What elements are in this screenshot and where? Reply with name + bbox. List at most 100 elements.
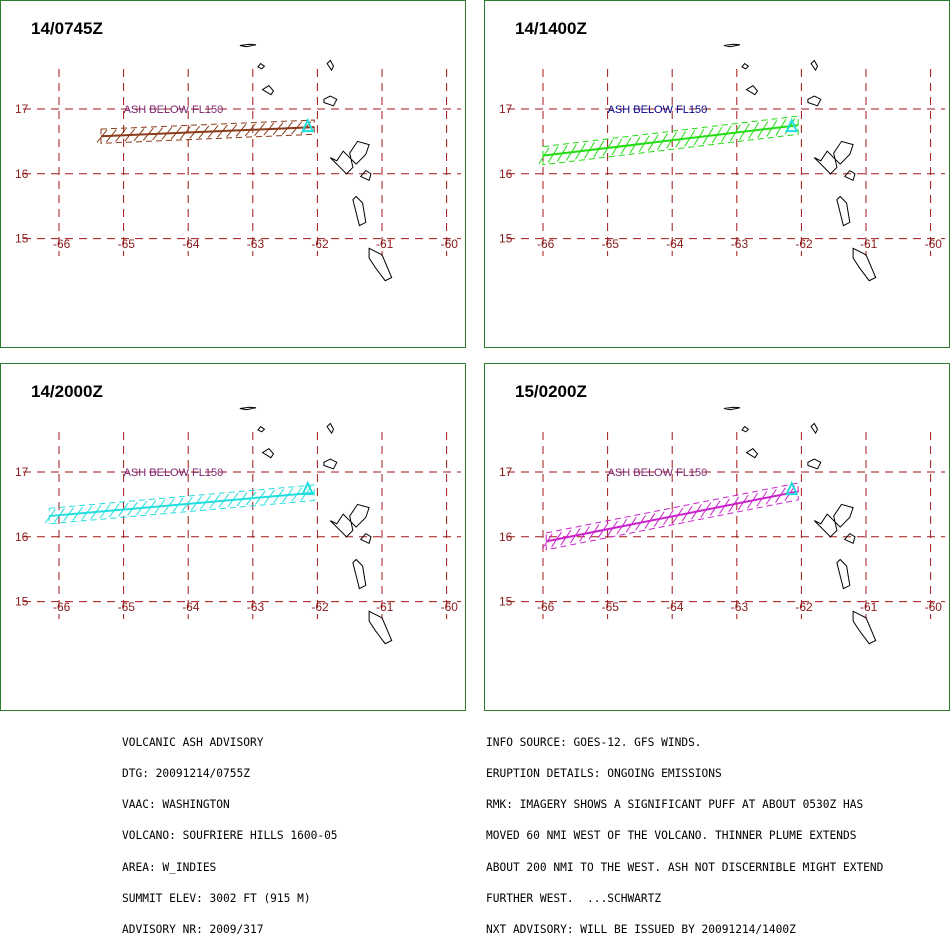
advisory-line: VOLCANIC ASH ADVISORY — [122, 735, 264, 749]
longitude-label: -62 — [795, 600, 813, 614]
ash-altitude-label: ASH BELOW FL150 — [608, 104, 708, 116]
longitude-label: -64 — [182, 600, 200, 614]
advisory-left-text: VOLCANIC ASH ADVISORY DTG: 20091214/0755… — [122, 717, 338, 946]
latitude-label: 17 — [15, 102, 29, 116]
island-dominica — [352, 195, 367, 227]
island-marie-galante — [843, 169, 856, 181]
island-guadeloupe — [813, 140, 854, 175]
island-anguilla — [723, 43, 741, 48]
longitude-label: -66 — [537, 237, 555, 251]
longitude-label: -63 — [731, 600, 749, 614]
advisory-line: ERUPTION DETAILS: ONGOING EMISSIONS — [486, 767, 722, 781]
volcano-marker — [301, 480, 315, 496]
longitude-label: -61 — [860, 600, 878, 614]
map-panel-4: -66 -65 -64 -63 -62 -61 -60 17 16 15 ASH BELOW FL1… — [484, 363, 950, 711]
panel-time-label: 14/2000Z — [31, 382, 103, 401]
ash-altitude-label: ASH BELOW FL150 — [124, 104, 224, 116]
longitude-label: -60 — [441, 600, 459, 614]
advisory-line: RMK: IMAGERY SHOWS A SIGNIFICANT PUFF AT… — [486, 798, 864, 812]
island-st-barth — [257, 425, 266, 433]
island-martinique — [852, 610, 877, 645]
advisory-line: FURTHER WEST. ...SCHWARTZ — [486, 891, 662, 905]
latitude-label: 16 — [499, 167, 513, 181]
advisory-line: ADVISORY NR: 2009/317 — [122, 923, 264, 937]
latitude-label: 15 — [15, 232, 29, 246]
island-dominica — [352, 558, 367, 590]
island-barbuda — [810, 59, 819, 72]
map-panel-2: -66 -65 -64 -63 -62 -61 -60 17 16 15 ASH BELOW FL1… — [484, 0, 950, 348]
longitude-label: -65 — [118, 600, 136, 614]
map-canvas-4: -66 -65 -64 -63 -62 -61 -60 17 16 15 ASH BELOW FL1… — [499, 406, 945, 645]
latitude-label: 17 — [499, 102, 513, 116]
longitude-label: -66 — [53, 237, 71, 251]
longitude-label: -63 — [247, 237, 265, 251]
ash-plume-outline — [542, 115, 799, 166]
island-st-kitts — [745, 85, 759, 96]
island-barbuda — [326, 422, 335, 435]
advisory-line: VAAC: WASHINGTON — [122, 798, 230, 812]
longitude-label: -66 — [53, 600, 71, 614]
island-anguilla — [239, 43, 257, 48]
longitude-label: -62 — [795, 237, 813, 251]
advisory-line: ABOUT 200 NMI TO THE WEST. ASH NOT DISCE… — [486, 860, 884, 874]
latitude-label: 15 — [15, 595, 29, 609]
map-canvas-3: -66 -65 -64 -63 -62 -61 -60 17 16 15 ASH BELOW FL1… — [15, 406, 461, 645]
latitude-label: 17 — [499, 465, 513, 479]
island-st-kitts — [745, 448, 759, 459]
ash-altitude-label: ASH BELOW FL150 — [124, 467, 224, 479]
longitude-label: -60 — [925, 600, 943, 614]
island-antigua — [323, 95, 338, 107]
longitude-label: -64 — [182, 237, 200, 251]
longitude-label: -66 — [537, 600, 555, 614]
ash-plume-outline — [48, 484, 315, 525]
island-martinique — [852, 247, 877, 282]
advisory-line: DTG: 20091214/0755Z — [122, 767, 250, 781]
ash-plume-outline — [545, 482, 799, 551]
longitude-label: -62 — [311, 237, 329, 251]
advisory-right-text: INFO SOURCE: GOES-12. GFS WINDS. ERUPTIO… — [486, 717, 883, 946]
latitude-label: 16 — [499, 530, 513, 544]
island-anguilla — [239, 406, 257, 411]
advisory-line: MOVED 60 NMI WEST OF THE VOLCANO. THINNE… — [486, 829, 857, 843]
longitude-label: -62 — [311, 600, 329, 614]
longitude-label: -60 — [925, 237, 943, 251]
island-anguilla — [723, 406, 741, 411]
volcano-marker — [785, 480, 799, 496]
latitude-label: 15 — [499, 232, 513, 246]
island-martinique — [368, 610, 393, 645]
island-martinique — [368, 247, 393, 282]
map-panel-3: -66 -65 -64 -63 -62 -61 -60 17 16 15 ASH BELOW FL1… — [0, 363, 466, 711]
island-dominica — [836, 558, 851, 590]
volcano-marker — [301, 117, 315, 133]
advisory-line: AREA: W_INDIES — [122, 860, 217, 874]
volcano-marker — [785, 117, 799, 133]
ash-plume-axis — [546, 490, 799, 543]
longitude-label: -64 — [666, 600, 684, 614]
island-guadeloupe — [329, 140, 370, 175]
island-marie-galante — [359, 169, 372, 181]
longitude-label: -63 — [731, 237, 749, 251]
ash-plume-axis — [542, 124, 799, 157]
island-dominica — [836, 195, 851, 227]
ash-plume-axis — [49, 491, 315, 518]
longitude-label: -60 — [441, 237, 459, 251]
longitude-label: -63 — [247, 600, 265, 614]
island-st-barth — [257, 62, 266, 70]
advisory-line: INFO SOURCE: GOES-12. GFS WINDS. — [486, 735, 702, 749]
panel-time-label: 15/0200Z — [515, 382, 587, 401]
longitude-label: -61 — [376, 600, 394, 614]
island-st-kitts — [261, 448, 275, 459]
advisory-line: VOLCANO: SOUFRIERE HILLS 1600-05 — [122, 829, 338, 843]
longitude-label: -64 — [666, 237, 684, 251]
latitude-label: 16 — [15, 530, 29, 544]
island-guadeloupe — [329, 503, 370, 538]
longitude-label: -65 — [602, 600, 620, 614]
latitude-label: 16 — [15, 167, 29, 181]
map-canvas-1: -66 -65 -64 -63 -62 -61 -60 17 16 15 ASH BELOW FL1… — [15, 43, 461, 282]
longitude-label: -61 — [860, 237, 878, 251]
map-panel-1: -66 -65 -64 -63 -62 -61 -60 17 16 15 ASH BELOW FL1… — [0, 0, 466, 348]
longitude-label: -61 — [376, 237, 394, 251]
island-antigua — [807, 458, 822, 470]
ash-plume-axis — [100, 126, 315, 138]
latitude-label: 17 — [15, 465, 29, 479]
